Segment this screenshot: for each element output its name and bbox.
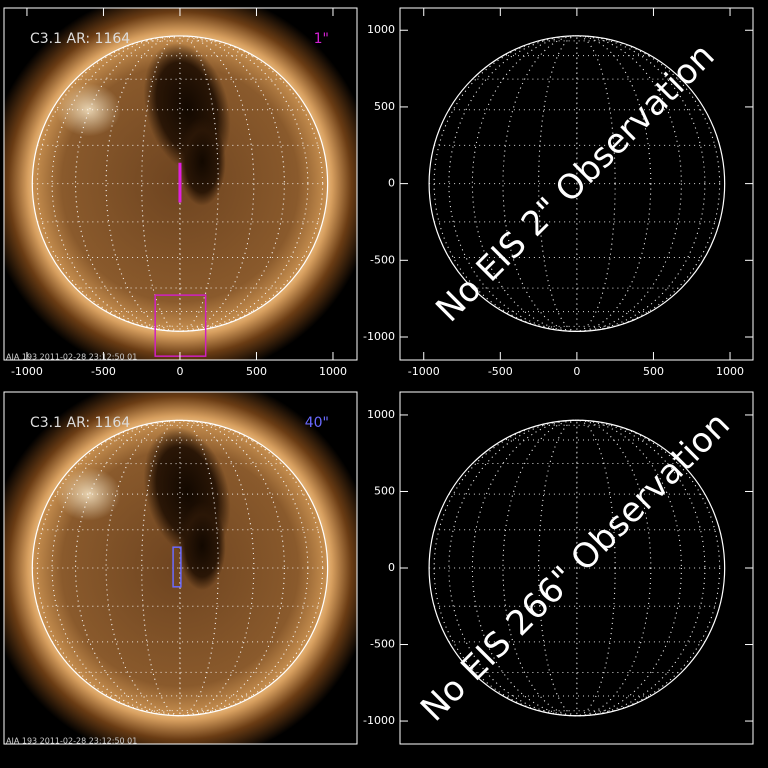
coronal-hole [178, 501, 226, 591]
x-tick-label: 500 [246, 365, 267, 378]
x-tick-label: -1000 [11, 365, 43, 378]
meridian [75, 35, 285, 332]
timestamp: AIA 193 2011-02-28 23:12:50 01 [6, 737, 137, 746]
scale-label: 1" [314, 31, 329, 47]
panel-label: C3.1 AR: 1164 [30, 415, 130, 431]
active-region [55, 83, 121, 137]
x-tick-label: -500 [91, 365, 116, 378]
y-tick-label: -500 [370, 638, 395, 651]
limb [31, 419, 329, 717]
meridian [538, 35, 616, 332]
active-region [55, 467, 121, 521]
plot-frame [3, 7, 358, 361]
x-tick-label: 0 [573, 365, 580, 378]
heliographic-grid [32, 35, 328, 332]
meridian [502, 419, 652, 717]
panel [428, 419, 726, 717]
y-tick-label: 0 [388, 177, 395, 190]
x-tick-label: 1000 [319, 365, 347, 378]
no-observation-message: No EIS 266" Observation [413, 405, 738, 730]
fov-box [172, 546, 182, 588]
limb [428, 35, 726, 333]
x-tick-label: -500 [488, 365, 513, 378]
plot-frame [3, 391, 358, 745]
no-observation-message: No EIS 2" Observation [428, 36, 722, 330]
x-tick-label: -1000 [408, 365, 440, 378]
y-tick-label: 0 [388, 561, 395, 574]
y-tick-label: -1000 [363, 330, 395, 343]
coronal-hole [178, 117, 226, 206]
meridian [538, 419, 616, 717]
y-tick-label: 500 [374, 100, 395, 113]
y-tick-label: -500 [370, 253, 395, 266]
limb [428, 419, 726, 717]
panel [4, 8, 357, 360]
meridian [75, 419, 285, 717]
scale-label: 40" [305, 415, 329, 431]
timestamp: AIA 193 2011-02-28 23:12:50 01 [6, 353, 137, 362]
x-tick-label: 500 [643, 365, 664, 378]
x-tick-label: 0 [176, 365, 183, 378]
panel-label: C3.1 AR: 1164 [30, 31, 130, 47]
x-tick-label: 1000 [716, 365, 744, 378]
meridian [471, 419, 682, 717]
y-tick-label: 1000 [367, 23, 395, 36]
y-tick-label: 1000 [367, 408, 395, 421]
y-tick-label: -1000 [363, 714, 395, 727]
meridian [502, 35, 652, 332]
panel [4, 392, 357, 744]
meridian [471, 35, 682, 332]
meridian [105, 35, 255, 332]
limb [31, 35, 329, 332]
panel [428, 35, 726, 333]
heliographic-grid [32, 419, 328, 717]
meridian [105, 419, 255, 717]
y-tick-label: 500 [374, 484, 395, 497]
